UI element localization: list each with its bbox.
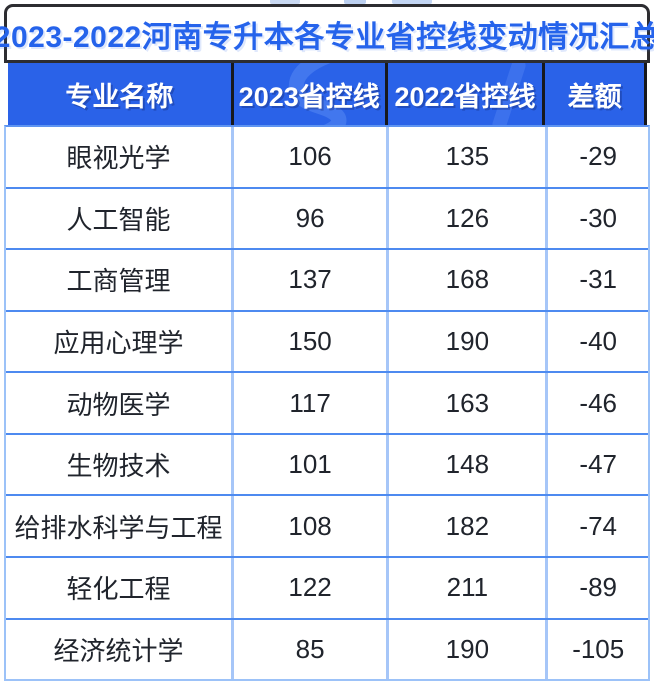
cell-diff: -31 <box>579 264 617 295</box>
cell-line-2023: 150 <box>234 311 390 372</box>
cell-line-2023: 96 <box>234 188 390 249</box>
cell-line-2022: 135 <box>389 127 549 187</box>
cell-major: 眼视光学 <box>6 127 234 187</box>
cell-line-2022: 168 <box>389 250 549 310</box>
cell-line-2023: 137 <box>234 250 390 310</box>
cell-diff: -89 <box>579 572 617 603</box>
column-header-major: 专业名称 <box>8 63 234 125</box>
table-header-row: 专业名称 2023省控线 2022省控线 差额 <box>8 63 647 125</box>
cell-line-2022: 148 <box>389 434 549 495</box>
table-row: 生物技术 101 148 -47 <box>6 434 648 497</box>
table-row: 动物医学 117 163 -46 <box>6 373 648 435</box>
cell-major: 轻化工程 <box>6 557 234 618</box>
table-row: 经济统计学 85 190 -105 <box>6 619 648 680</box>
cell-major: 人工智能 <box>6 188 234 249</box>
cell-line-2022: 163 <box>389 373 549 433</box>
table-row: 轻化工程 122 211 -89 <box>6 557 648 620</box>
cell-line-2023: 101 <box>234 434 390 495</box>
cell-diff: -40 <box>579 325 617 356</box>
cell-diff: -46 <box>579 387 617 418</box>
cell-major: 工商管理 <box>6 250 234 310</box>
cell-diff: -29 <box>579 141 617 172</box>
cell-line-2023: 122 <box>234 557 390 618</box>
cell-major: 动物医学 <box>6 373 234 433</box>
cell-line-2023: 85 <box>234 619 390 680</box>
title-box: 2023-2022河南专升本各专业省控线变动情况汇总 <box>0 4 654 63</box>
column-header-diff: 差额 <box>567 81 622 112</box>
cell-line-2022: 126 <box>389 188 549 249</box>
watermark-fragment-icon <box>270 0 300 4</box>
cell-major: 应用心理学 <box>6 311 234 372</box>
table-row: 应用心理学 150 190 -40 <box>6 311 648 374</box>
cell-line-2023: 108 <box>234 496 390 556</box>
cell-line-2023: 106 <box>234 127 390 187</box>
cell-major: 生物技术 <box>6 434 234 495</box>
table-row: 眼视光学 106 135 -29 <box>6 127 648 189</box>
cell-line-2023: 117 <box>234 373 390 433</box>
cell-major: 给排水科学与工程 <box>6 496 234 556</box>
watermark-fragments <box>0 0 654 4</box>
table-row: 人工智能 96 126 -30 <box>6 188 648 251</box>
column-header-2023-line: 2023省控线 <box>234 63 388 125</box>
watermark-fragment-icon <box>344 0 366 4</box>
table-body: 眼视光学 106 135 -29 人工智能 96 126 -30 工商管理 13… <box>4 125 650 681</box>
cell-diff: -105 <box>572 633 625 664</box>
cell-diff: -74 <box>579 510 617 541</box>
column-header-2022-line: 2022省控线 <box>388 63 546 125</box>
cell-line-2022: 190 <box>389 311 549 372</box>
table-row: 工商管理 137 168 -31 <box>6 250 648 312</box>
table-row: 给排水科学与工程 108 182 -74 <box>6 496 648 558</box>
watermark-fragment-icon <box>392 0 432 4</box>
cell-diff: -30 <box>579 202 617 233</box>
cell-line-2022: 190 <box>389 619 549 680</box>
cell-major: 经济统计学 <box>6 619 234 680</box>
cell-line-2022: 211 <box>389 557 549 618</box>
cell-diff: -47 <box>579 449 617 480</box>
cell-line-2022: 182 <box>389 496 549 556</box>
page-title: 2023-2022河南专升本各专业省控线变动情况汇总 <box>0 20 654 54</box>
